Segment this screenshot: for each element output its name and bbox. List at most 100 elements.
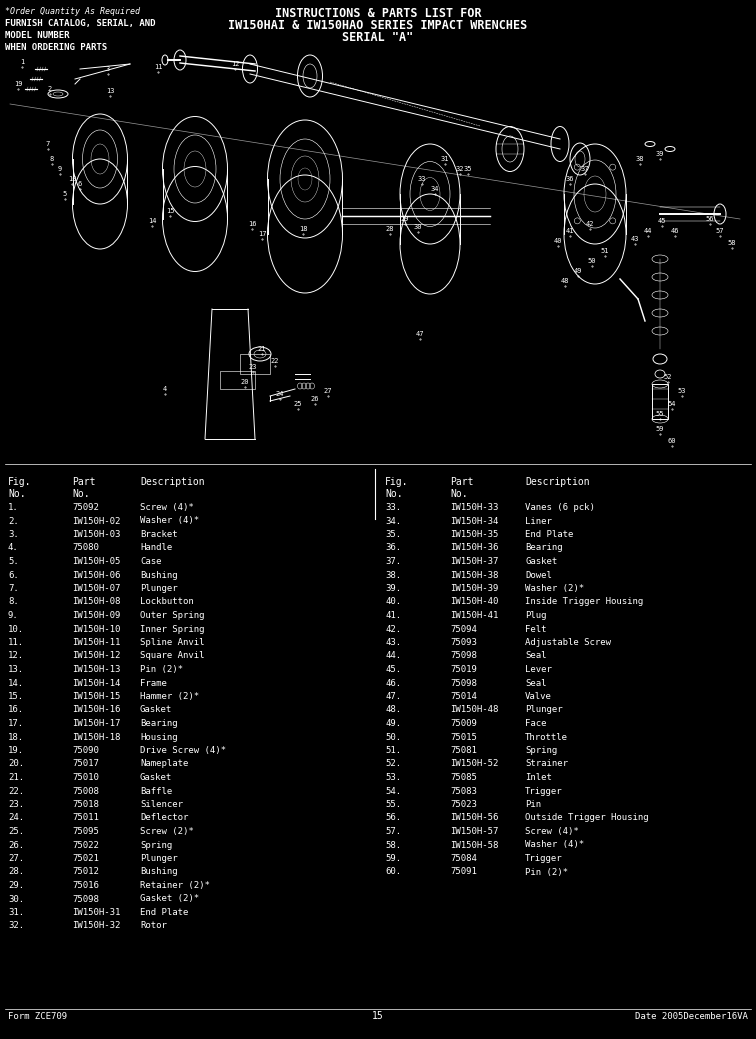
Text: Dowel: Dowel xyxy=(525,570,552,580)
Text: IW150H-52: IW150H-52 xyxy=(450,760,498,769)
Text: 40.: 40. xyxy=(385,597,401,607)
Text: IW150H-36: IW150H-36 xyxy=(450,543,498,553)
Text: Screw (4)*: Screw (4)* xyxy=(140,503,194,512)
Text: 3: 3 xyxy=(106,66,110,72)
Text: Gasket: Gasket xyxy=(140,773,172,782)
Text: Inside Trigger Housing: Inside Trigger Housing xyxy=(525,597,643,607)
Text: IW150H-39: IW150H-39 xyxy=(450,584,498,593)
Text: 14.: 14. xyxy=(8,678,24,688)
Text: Retainer (2)*: Retainer (2)* xyxy=(140,881,210,890)
Text: 4.: 4. xyxy=(8,543,19,553)
Text: Baffle: Baffle xyxy=(140,787,172,796)
Text: 29.: 29. xyxy=(8,881,24,890)
Text: 56.: 56. xyxy=(385,814,401,823)
Text: 75098: 75098 xyxy=(450,678,477,688)
Text: 30.: 30. xyxy=(8,895,24,904)
Text: IW150H-02: IW150H-02 xyxy=(72,516,120,526)
Text: IW150H-07: IW150H-07 xyxy=(72,584,120,593)
Text: 75090: 75090 xyxy=(72,746,99,755)
Text: IW150H-37: IW150H-37 xyxy=(450,557,498,566)
Text: 8: 8 xyxy=(50,156,54,162)
Text: 46: 46 xyxy=(671,228,679,234)
Text: 12.: 12. xyxy=(8,651,24,661)
Text: 57: 57 xyxy=(716,228,724,234)
Text: 37.: 37. xyxy=(385,557,401,566)
Text: Fig.: Fig. xyxy=(385,477,408,487)
Text: 23.: 23. xyxy=(8,800,24,809)
Text: 75080: 75080 xyxy=(72,543,99,553)
Text: Strainer: Strainer xyxy=(525,760,568,769)
Text: 38: 38 xyxy=(636,156,644,162)
Text: 75081: 75081 xyxy=(450,746,477,755)
Text: 45: 45 xyxy=(658,218,666,224)
Text: 19.: 19. xyxy=(8,746,24,755)
Text: Face: Face xyxy=(525,719,547,728)
Text: Screw (2)*: Screw (2)* xyxy=(140,827,194,836)
Text: IW150H-34: IW150H-34 xyxy=(450,516,498,526)
Text: Throttle: Throttle xyxy=(525,732,568,742)
Text: 18.: 18. xyxy=(8,732,24,742)
Text: Spring: Spring xyxy=(140,841,172,850)
Text: 75098: 75098 xyxy=(450,651,477,661)
Text: 75008: 75008 xyxy=(72,787,99,796)
Text: 24: 24 xyxy=(276,391,284,397)
Text: 49.: 49. xyxy=(385,719,401,728)
Text: Handle: Handle xyxy=(140,543,172,553)
Text: 27.: 27. xyxy=(8,854,24,863)
Text: 13.: 13. xyxy=(8,665,24,674)
Text: 39: 39 xyxy=(655,151,665,157)
Text: Inlet: Inlet xyxy=(525,773,552,782)
Text: 47.: 47. xyxy=(385,692,401,701)
Text: 15: 15 xyxy=(372,1011,384,1021)
Text: Adjustable Screw: Adjustable Screw xyxy=(525,638,611,647)
Text: IW150H-58: IW150H-58 xyxy=(450,841,498,850)
Text: 16: 16 xyxy=(248,221,256,227)
Text: 33: 33 xyxy=(418,176,426,182)
Text: 32.: 32. xyxy=(8,922,24,931)
Text: 24.: 24. xyxy=(8,814,24,823)
Text: No.: No. xyxy=(385,489,403,499)
Text: Bushing: Bushing xyxy=(140,868,178,877)
Text: Vanes (6 pck): Vanes (6 pck) xyxy=(525,503,595,512)
Text: Seal: Seal xyxy=(525,678,547,688)
Text: No.: No. xyxy=(8,489,26,499)
Text: Seal: Seal xyxy=(525,651,547,661)
Bar xyxy=(240,354,270,374)
Text: 40: 40 xyxy=(553,238,562,244)
Text: 29: 29 xyxy=(401,216,409,222)
Text: Plunger: Plunger xyxy=(140,584,178,593)
Text: 58.: 58. xyxy=(385,841,401,850)
Text: 75023: 75023 xyxy=(450,800,477,809)
Text: 17.: 17. xyxy=(8,719,24,728)
Text: End Plate: End Plate xyxy=(140,908,188,917)
Text: 32: 32 xyxy=(456,166,464,172)
Text: 75018: 75018 xyxy=(72,800,99,809)
Text: 75098: 75098 xyxy=(72,895,99,904)
Text: 11.: 11. xyxy=(8,638,24,647)
Text: 75022: 75022 xyxy=(72,841,99,850)
Text: Drive Screw (4)*: Drive Screw (4)* xyxy=(140,746,226,755)
Text: 14: 14 xyxy=(147,218,156,224)
Text: 35.: 35. xyxy=(385,530,401,539)
Text: Lockbutton: Lockbutton xyxy=(140,597,194,607)
Text: 18: 18 xyxy=(299,227,307,232)
Text: Plunger: Plunger xyxy=(525,705,562,715)
Text: 75085: 75085 xyxy=(450,773,477,782)
Text: 13: 13 xyxy=(106,88,114,94)
Text: 50.: 50. xyxy=(385,732,401,742)
Text: Plunger: Plunger xyxy=(140,854,178,863)
Text: Nameplate: Nameplate xyxy=(140,760,188,769)
Text: 75014: 75014 xyxy=(450,692,477,701)
Text: 25.: 25. xyxy=(8,827,24,836)
Text: 28: 28 xyxy=(386,227,394,232)
Text: Housing: Housing xyxy=(140,732,178,742)
Text: Felt: Felt xyxy=(525,624,547,634)
Text: 7: 7 xyxy=(46,141,50,146)
Text: 6.: 6. xyxy=(8,570,19,580)
Text: Part: Part xyxy=(72,477,95,487)
Text: 16.: 16. xyxy=(8,705,24,715)
Text: 10.: 10. xyxy=(8,624,24,634)
Text: 21: 21 xyxy=(258,346,266,352)
Text: 50: 50 xyxy=(587,258,596,264)
Text: 75091: 75091 xyxy=(450,868,477,877)
